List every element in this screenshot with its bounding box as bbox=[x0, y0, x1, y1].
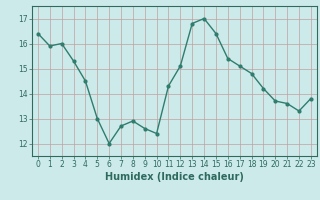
X-axis label: Humidex (Indice chaleur): Humidex (Indice chaleur) bbox=[105, 172, 244, 182]
